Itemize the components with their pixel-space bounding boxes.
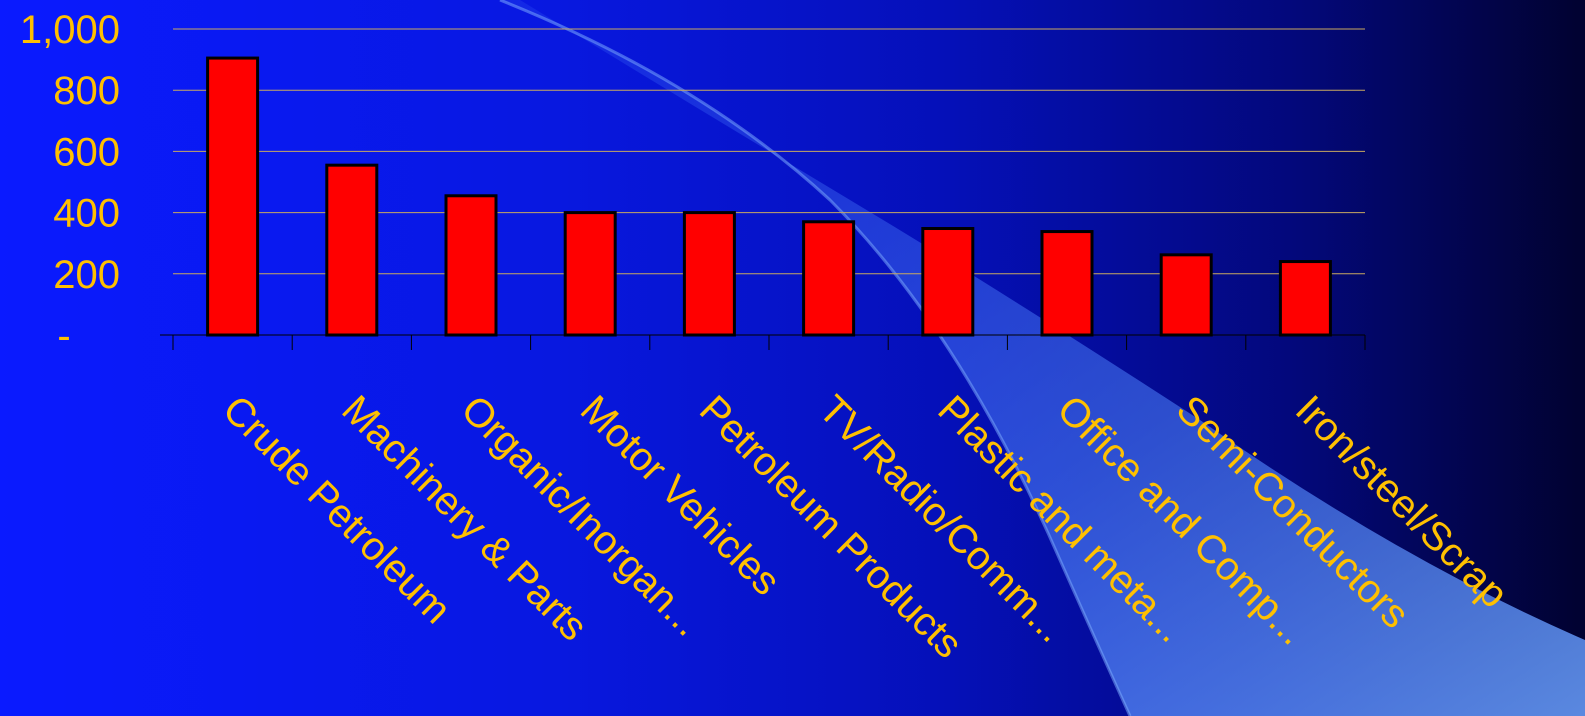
y-tick-labels: - 200 400 600 800 1,000 — [20, 8, 120, 358]
x-tick-label: Crude Petroleum — [214, 387, 459, 632]
y-tick-label: - — [57, 314, 70, 358]
background-swoosh — [500, 0, 1585, 716]
bar — [444, 194, 498, 337]
y-tick-label: 200 — [53, 253, 120, 297]
x-axis — [160, 334, 1366, 350]
y-tick-label: 800 — [53, 69, 120, 113]
y-tick-label: 600 — [53, 130, 120, 174]
bar — [1159, 253, 1213, 337]
bar — [1278, 260, 1332, 337]
bar — [1040, 230, 1094, 337]
bar — [921, 227, 975, 337]
bar — [563, 211, 617, 337]
bar — [206, 56, 260, 337]
bar — [682, 211, 736, 337]
y-tick-label: 400 — [53, 192, 120, 236]
y-tick-label: 1,000 — [20, 8, 120, 52]
swoosh-edge — [499, 0, 1132, 716]
bars — [206, 56, 1332, 337]
bar — [802, 220, 856, 337]
bar — [325, 163, 379, 337]
